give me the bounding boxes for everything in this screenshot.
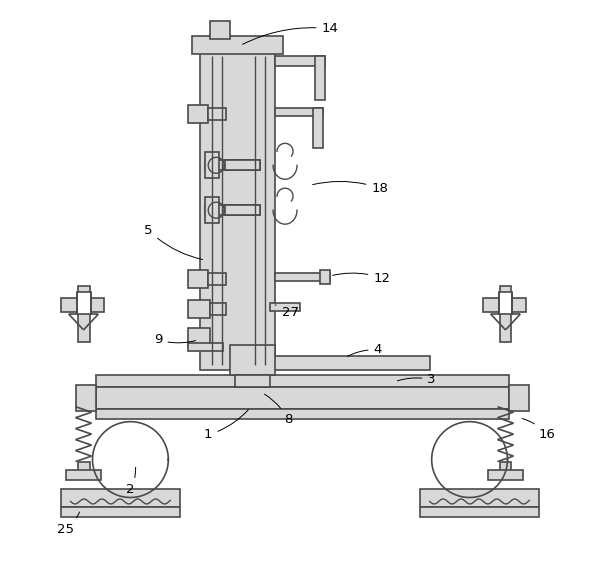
Bar — [420, 489, 539, 508]
Bar — [230, 345, 275, 375]
Text: 4: 4 — [347, 343, 382, 356]
Bar — [483, 298, 527, 312]
Bar — [95, 375, 510, 387]
Bar — [315, 56, 325, 101]
Bar — [205, 197, 219, 223]
Bar — [210, 303, 226, 315]
Bar — [201, 51, 275, 370]
Bar — [77, 286, 89, 300]
Bar — [60, 489, 181, 508]
Text: 18: 18 — [313, 182, 388, 195]
Bar — [225, 160, 260, 170]
Bar — [188, 105, 208, 123]
Bar — [76, 385, 95, 411]
Bar — [275, 273, 330, 281]
Bar — [275, 109, 323, 117]
Bar — [66, 469, 101, 480]
Bar — [205, 152, 219, 178]
Bar — [77, 292, 91, 314]
Bar — [188, 300, 210, 318]
Bar — [95, 409, 510, 419]
Bar — [500, 310, 512, 342]
Bar — [95, 387, 510, 409]
Bar — [500, 286, 512, 300]
Text: 9: 9 — [154, 333, 196, 347]
Bar — [420, 508, 539, 517]
Bar — [188, 343, 223, 351]
Bar — [208, 109, 226, 121]
Bar — [188, 328, 210, 346]
Bar — [510, 385, 530, 411]
Bar — [60, 298, 104, 312]
Text: 16: 16 — [522, 418, 556, 441]
Text: 25: 25 — [57, 512, 80, 536]
Text: 12: 12 — [333, 271, 390, 284]
Bar — [210, 20, 230, 39]
Bar — [205, 160, 260, 170]
Bar — [77, 461, 89, 472]
Bar — [270, 303, 300, 311]
Text: 5: 5 — [144, 224, 202, 259]
Text: 8: 8 — [265, 394, 292, 426]
Bar — [77, 310, 89, 342]
Text: 14: 14 — [243, 22, 338, 44]
Bar — [188, 270, 208, 288]
Bar — [320, 270, 330, 284]
Text: 27: 27 — [275, 305, 298, 319]
Bar — [313, 109, 323, 149]
Bar — [270, 356, 429, 370]
Bar — [498, 292, 512, 314]
Text: 2: 2 — [126, 467, 136, 496]
Bar — [225, 205, 260, 215]
Text: 1: 1 — [204, 410, 248, 441]
Bar — [205, 205, 260, 215]
Bar — [500, 461, 512, 472]
Text: 3: 3 — [397, 373, 436, 386]
Bar — [275, 56, 325, 65]
Bar — [192, 36, 283, 53]
Bar — [208, 273, 226, 285]
Bar — [60, 508, 181, 517]
Bar — [487, 469, 524, 480]
Bar — [235, 375, 270, 387]
